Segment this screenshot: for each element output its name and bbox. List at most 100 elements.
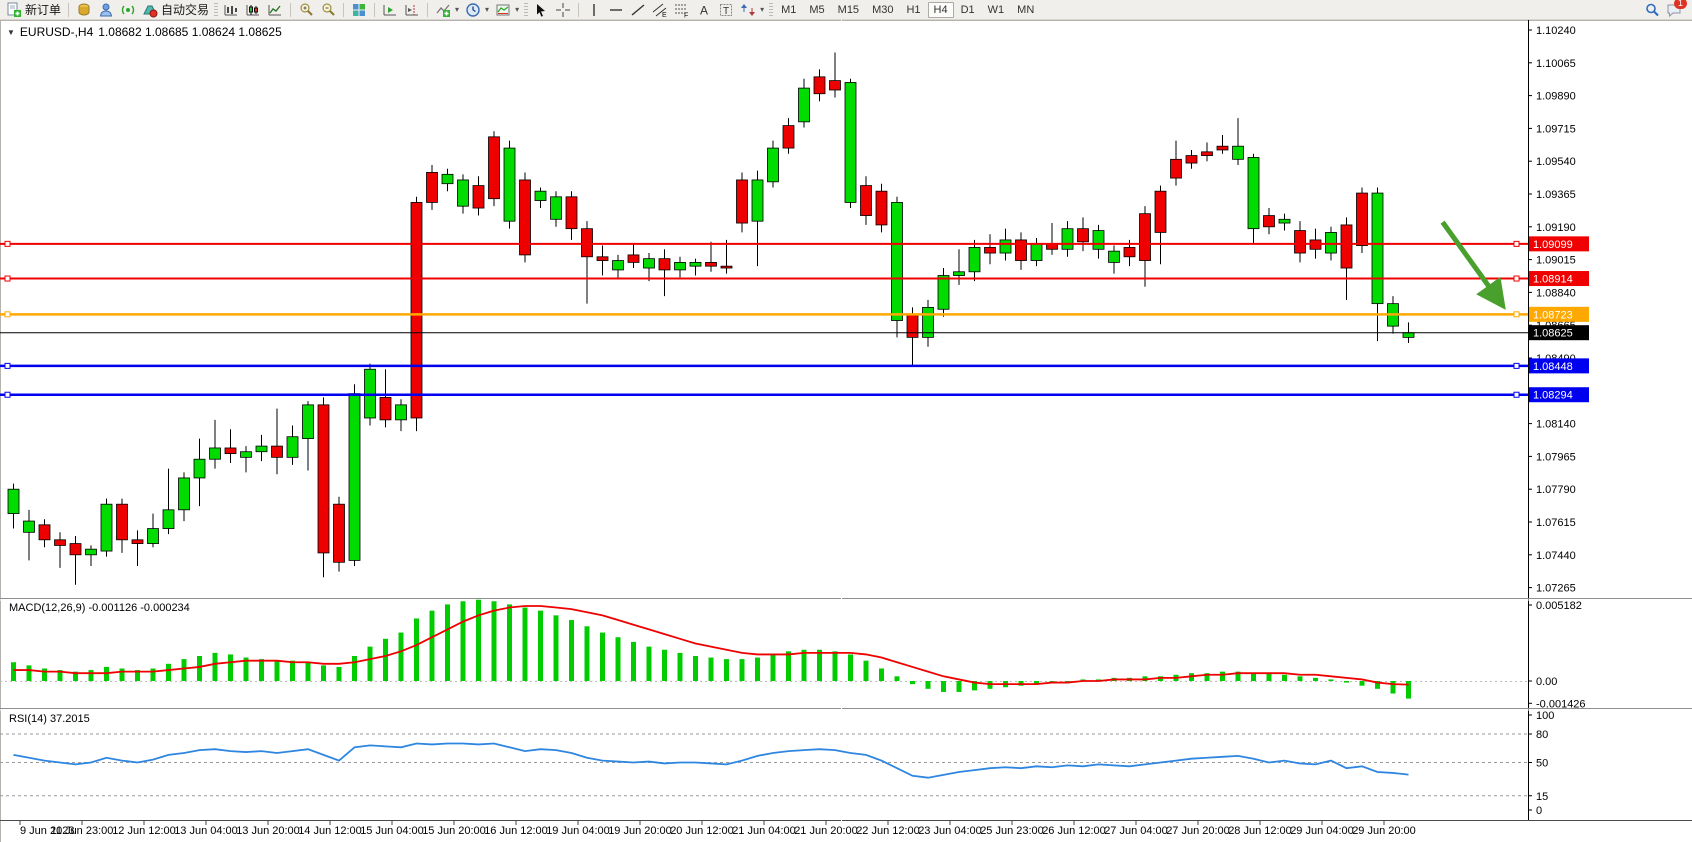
tile-windows-button[interactable] [348,1,370,19]
toolbar-separator [290,2,292,17]
line-chart-button[interactable] [264,1,286,19]
svg-text:1.08723: 1.08723 [1533,309,1573,321]
price-axis: 1.10240 1.10065 1.09890 1.09715 1.09540 1.093… [1528,25,1589,595]
svg-text:1.09015: 1.09015 [1536,255,1576,267]
svg-text:1.07615: 1.07615 [1536,517,1576,529]
svg-text:1.08294: 1.08294 [1533,390,1573,402]
zoom-in-button[interactable] [295,1,317,19]
collapse-chart-icon[interactable]: ▼ [7,27,15,37]
svg-text:29 Jun 04:00: 29 Jun 04:00 [1290,825,1354,837]
timeframe-H4[interactable]: H4 [927,1,954,18]
trend-arrow-annotation[interactable] [1440,220,1506,310]
svg-text:19 Jun 20:00: 19 Jun 20:00 [608,825,672,837]
timeframe-M30[interactable]: M30 [872,3,894,16]
timeframe-group: M1 M5 M15 M30 H1 H4 D1 W1 MN [775,1,1040,18]
vertical-line-tool-button[interactable] [583,1,605,19]
zoom-out-button[interactable] [317,1,339,19]
timeframe-MN[interactable]: MN [1017,3,1035,16]
cursor-tool-button[interactable] [530,1,552,19]
chart-ohlc-quote: 1.08682 1.08685 1.08624 1.08625 [98,25,282,39]
svg-text:A: A [700,3,708,17]
timeframe-W1[interactable]: W1 [987,3,1005,16]
signals-icon [120,2,136,18]
line-chart-icon [267,2,283,18]
rsi-pane: 100 80 50 15 0 [0,710,1554,817]
trendline-tool-button[interactable] [627,1,649,19]
svg-text:1.10240: 1.10240 [1536,25,1576,37]
new-order-button[interactable]: 新订单 [3,1,64,19]
svg-text:26 Jun 12:00: 26 Jun 12:00 [1042,825,1106,837]
chart-frame [0,20,1692,842]
svg-text:27 Jun 20:00: 27 Jun 20:00 [1166,825,1230,837]
toolbar-separator [374,2,376,17]
search-button[interactable] [1641,1,1663,19]
horizontal-line-icon [608,2,624,18]
bar-chart-button[interactable] [220,1,242,19]
text-label-tool-button[interactable]: T [715,1,737,19]
auto-scroll-icon [382,2,398,18]
community-button[interactable] [95,1,117,19]
chat-button[interactable]: 1 [1663,0,1687,19]
horizontal-line-tool-button[interactable] [605,1,627,19]
clock-icon [465,2,481,18]
layouts-button[interactable] [73,1,95,19]
svg-text:F: F [684,12,688,18]
svg-text:1.09715: 1.09715 [1536,123,1576,135]
templates-icon [495,2,511,18]
svg-text:11 Jun 23:00: 11 Jun 23:00 [51,825,114,837]
autotrading-button[interactable]: 自动交易 [139,1,212,19]
svg-text:13 Jun 20:00: 13 Jun 20:00 [236,825,300,837]
auto-scroll-button[interactable] [379,1,401,19]
indicators-button[interactable]: ▾ [432,1,462,19]
svg-text:21 Jun 04:00: 21 Jun 04:00 [732,825,796,837]
timeframe-D1[interactable]: D1 [960,3,975,16]
svg-text:23 Jun 04:00: 23 Jun 04:00 [918,825,982,837]
candle-chart-button[interactable] [242,1,264,19]
timeframe-M1[interactable]: M1 [781,3,797,16]
templates-button[interactable]: ▾ [492,1,522,19]
svg-text:27 Jun 04:00: 27 Jun 04:00 [1104,825,1168,837]
fibonacci-tool-button[interactable]: F [671,1,693,19]
svg-text:E: E [662,12,667,18]
new-order-icon [6,2,22,18]
chart-shift-button[interactable] [401,1,423,19]
channel-tool-button[interactable]: E [649,1,671,19]
svg-text:0.005182: 0.005182 [1536,600,1582,612]
timeframe-M5[interactable]: M5 [809,3,825,16]
indicators-icon [435,2,451,18]
timeframe-H1[interactable]: H1 [906,3,921,16]
svg-text:1.07965: 1.07965 [1536,451,1576,463]
svg-text:14 Jun 12:00: 14 Jun 12:00 [298,825,362,837]
chart-shift-icon [404,2,420,18]
svg-text:1.09890: 1.09890 [1536,91,1576,103]
svg-text:1.07265: 1.07265 [1536,583,1576,595]
horizontal-level-lines[interactable] [0,240,1528,398]
periods-caret-icon: ▾ [485,5,490,14]
text-label-icon: T [718,2,734,18]
svg-text:1.08914: 1.08914 [1533,274,1573,286]
community-icon [98,2,114,18]
text-tool-button[interactable]: A [693,1,715,19]
rsi-indicator-label: RSI(14) 37.2015 [9,713,90,725]
svg-text:1.09540: 1.09540 [1536,156,1576,168]
arrows-caret-icon: ▾ [760,5,765,14]
timeframe-M15[interactable]: M15 [837,3,860,16]
svg-text:1.08140: 1.08140 [1536,419,1576,431]
autotrading-icon [142,2,158,18]
layouts-icon [76,2,92,18]
main-toolbar: 新订单 自动交易 [0,0,1692,20]
bar-chart-icon [223,2,239,18]
svg-text:15 Jun 04:00: 15 Jun 04:00 [360,825,424,837]
svg-text:9 Jun 2023: 9 Jun 2023 [20,825,74,837]
svg-text:1.09190: 1.09190 [1536,222,1576,234]
crosshair-tool-button[interactable] [552,1,574,19]
fibonacci-icon: F [674,2,690,19]
svg-text:1.08448: 1.08448 [1533,361,1573,373]
signals-button[interactable] [117,1,139,19]
chat-icon: 1 [1666,0,1687,18]
chat-badge: 1 [1674,0,1687,9]
arrows-tool-button[interactable]: ▾ [737,1,767,19]
macd-indicator-label: MACD(12,26,9) -0.001126 -0.000234 [9,602,190,614]
periods-button[interactable]: ▾ [462,1,492,19]
